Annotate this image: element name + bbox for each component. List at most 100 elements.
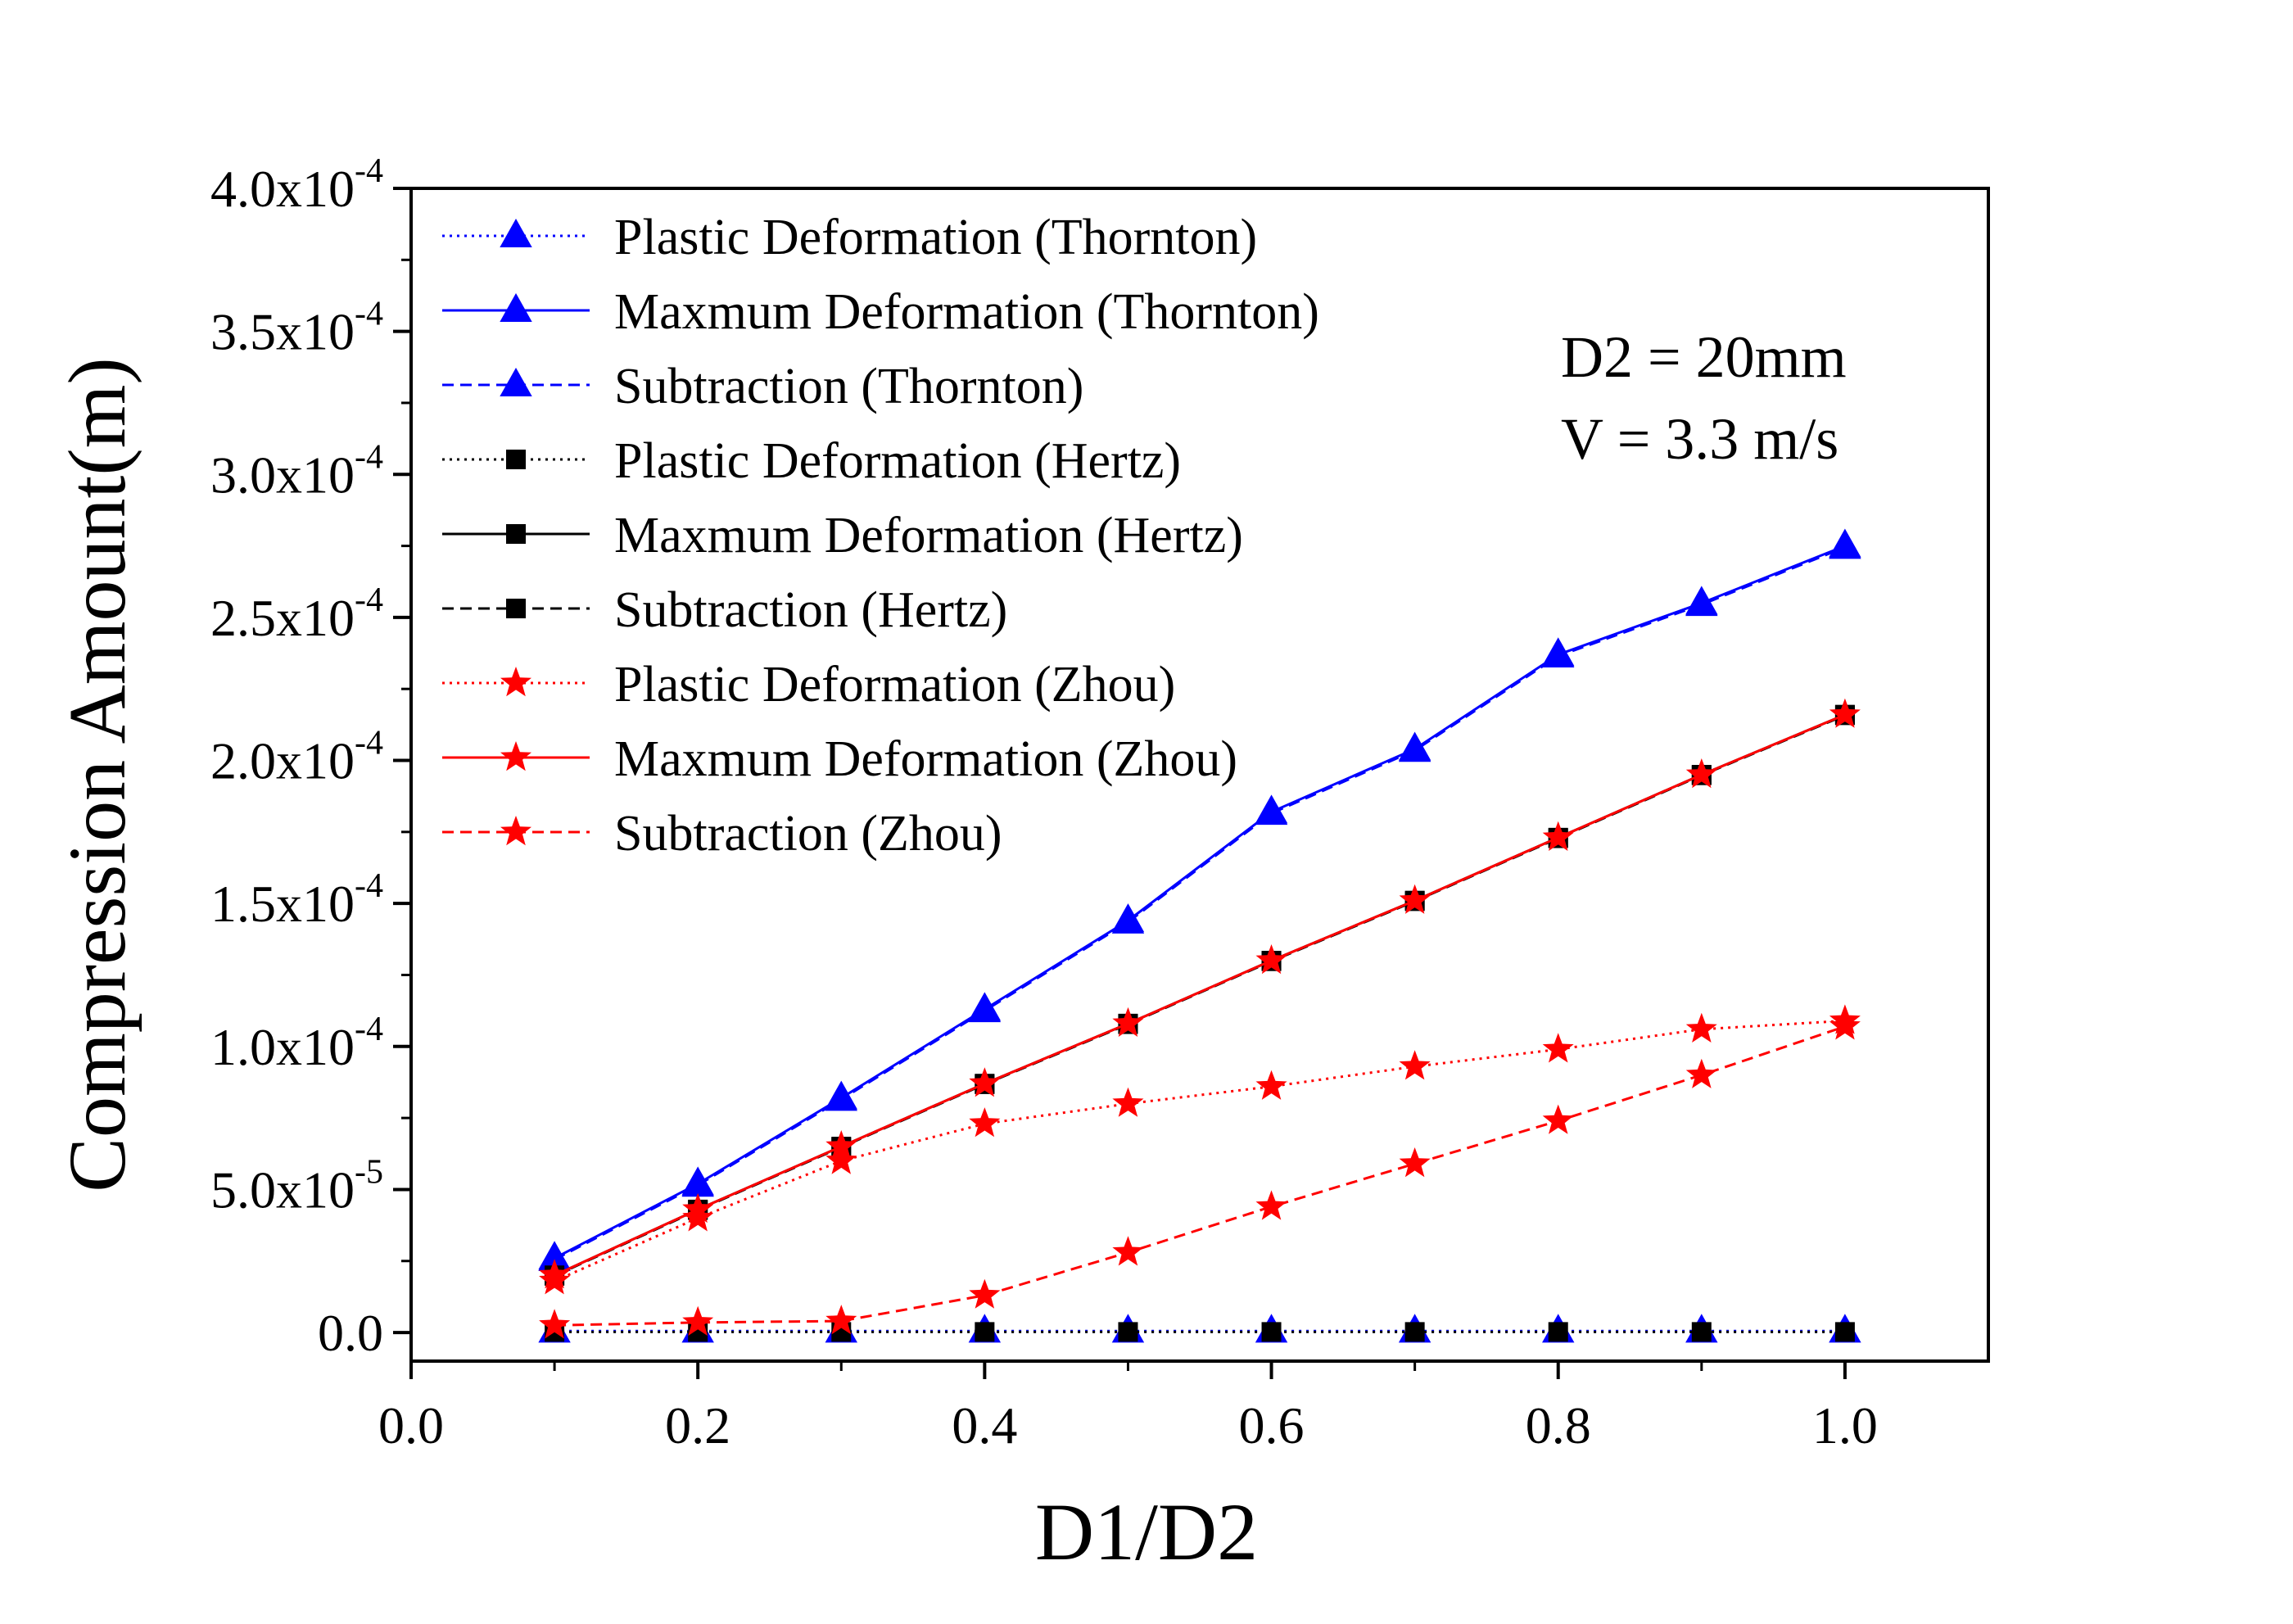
x-tick-label: 0.4 <box>952 1396 1017 1454</box>
data-point <box>825 1082 857 1111</box>
y-tick-label: 3.0x10-4 <box>210 438 383 504</box>
y-tick-mantissa: 4.0x10 <box>210 160 355 218</box>
data-point <box>1829 530 1861 559</box>
y-tick-exponent: -4 <box>355 581 383 619</box>
series-line <box>554 713 1846 1277</box>
legend-label: Subtraction (Zhou) <box>614 806 1002 862</box>
series-line <box>554 713 1846 1277</box>
data-point <box>1685 758 1717 789</box>
y-tick-mantissa: 0.0 <box>318 1304 383 1362</box>
series <box>545 704 1855 1286</box>
legend-marker <box>500 816 531 846</box>
data-point <box>1112 1236 1144 1266</box>
y-tick-exponent: -5 <box>355 1153 383 1191</box>
data-point <box>1255 796 1288 826</box>
series <box>539 1010 1861 1339</box>
legend-marker <box>500 367 532 396</box>
y-tick-mantissa: 1.0x10 <box>210 1018 355 1076</box>
data-point <box>1685 1012 1717 1043</box>
legend-item: Subtraction (Zhou) <box>442 806 1002 862</box>
series <box>538 528 1861 1270</box>
y-tick-label: 1.5x10-4 <box>210 867 383 933</box>
axis-layer: 0.0 0.2 0.4 0.6 0.8 1.00.05.0x10-51.0x10-41.5… <box>210 152 1878 1454</box>
series <box>538 1314 1861 1343</box>
data-point <box>1112 1007 1144 1037</box>
legend-marker <box>500 741 531 771</box>
data-point <box>1399 1050 1431 1080</box>
series <box>539 1004 1861 1295</box>
y-tick-exponent: -4 <box>355 438 383 476</box>
plot-frame <box>409 187 1990 1363</box>
legend-marker <box>500 667 531 697</box>
annotation-diameter: D2 = 20mm <box>1561 324 1847 390</box>
y-tick-label: 2.5x10-4 <box>210 581 383 647</box>
data-point <box>682 1201 714 1232</box>
legend-label: Plastic Deformation (Zhou) <box>614 657 1175 712</box>
annotation-velocity: V = 3.3 m/s <box>1561 406 1838 472</box>
data-point <box>1834 1322 1855 1342</box>
data-point <box>1542 639 1575 668</box>
legend-item: Plastic Deformation (Thornton) <box>442 210 1257 265</box>
x-tick-label: 0.2 <box>665 1396 730 1454</box>
legend-label: Maxmum Deformation (Zhou) <box>614 731 1237 787</box>
data-point <box>1829 698 1861 728</box>
data-point <box>1399 884 1431 914</box>
legend-item: Subtraction (Thornton) <box>442 359 1083 414</box>
data-point <box>1118 1322 1138 1342</box>
data-point <box>1685 587 1718 617</box>
legend-item: Maxmum Deformation (Hertz) <box>442 508 1243 563</box>
series-line <box>554 1025 1846 1327</box>
data-point <box>1399 1147 1431 1178</box>
y-tick-label: 4.0x10-4 <box>210 152 383 218</box>
legend-item: Plastic Deformation (Zhou) <box>442 657 1175 712</box>
legend-marker <box>506 450 526 469</box>
y-tick-exponent: -4 <box>355 152 383 190</box>
data-point <box>1255 1070 1287 1100</box>
data-point <box>975 1322 995 1342</box>
data-point <box>682 1192 714 1224</box>
series <box>539 698 1861 1289</box>
data-point <box>539 1309 571 1339</box>
x-tick-label: 0.0 <box>378 1396 444 1454</box>
legend-item: Maxmum Deformation (Zhou) <box>442 731 1237 787</box>
y-tick-mantissa: 1.5x10 <box>210 875 355 933</box>
data-point <box>1542 1104 1574 1134</box>
data-point <box>1542 1033 1574 1063</box>
y-tick-mantissa: 5.0x10 <box>210 1160 355 1219</box>
data-point <box>1255 1190 1287 1220</box>
data-point <box>825 1305 857 1335</box>
data-point <box>682 1305 714 1336</box>
legend-label: Subtraction (Hertz) <box>614 582 1007 638</box>
y-tick-exponent: -4 <box>355 867 383 905</box>
y-tick-exponent: -4 <box>355 725 383 762</box>
legend: Plastic Deformation (Thornton) Maxmum Def… <box>442 210 1319 862</box>
data-point <box>1404 1322 1425 1342</box>
series-line <box>554 714 1846 1278</box>
legend-label: Plastic Deformation (Hertz) <box>614 433 1181 489</box>
data-point <box>1548 1322 1568 1342</box>
data-point <box>969 1278 1001 1309</box>
data-point <box>1691 1322 1712 1342</box>
legend-label: Subtraction (Thornton) <box>614 359 1083 414</box>
series-line <box>554 545 1846 1261</box>
y-axis-label: Compression Amount(m) <box>52 357 142 1192</box>
legend-item: Maxmum Deformation (Thornton) <box>442 284 1319 340</box>
y-tick-mantissa: 2.0x10 <box>210 732 355 790</box>
data-point <box>681 1168 714 1197</box>
y-tick-label: 5.0x10-5 <box>210 1153 383 1219</box>
data-point <box>825 1144 857 1174</box>
y-tick-label: 1.0x10-4 <box>210 1011 383 1076</box>
series-line <box>554 545 1846 1260</box>
data-point <box>1255 944 1287 975</box>
series <box>545 1322 1855 1342</box>
x-tick-label: 0.6 <box>1239 1396 1305 1454</box>
data-point <box>1112 1087 1144 1117</box>
y-tick-label: 3.5x10-4 <box>210 296 383 361</box>
legend-item: Subtraction (Hertz) <box>442 582 1007 638</box>
data-point <box>969 1067 1001 1097</box>
series <box>538 530 1861 1272</box>
data-point <box>1261 1322 1282 1342</box>
x-tick-label: 1.0 <box>1812 1396 1878 1454</box>
y-tick-mantissa: 2.5x10 <box>210 589 355 647</box>
